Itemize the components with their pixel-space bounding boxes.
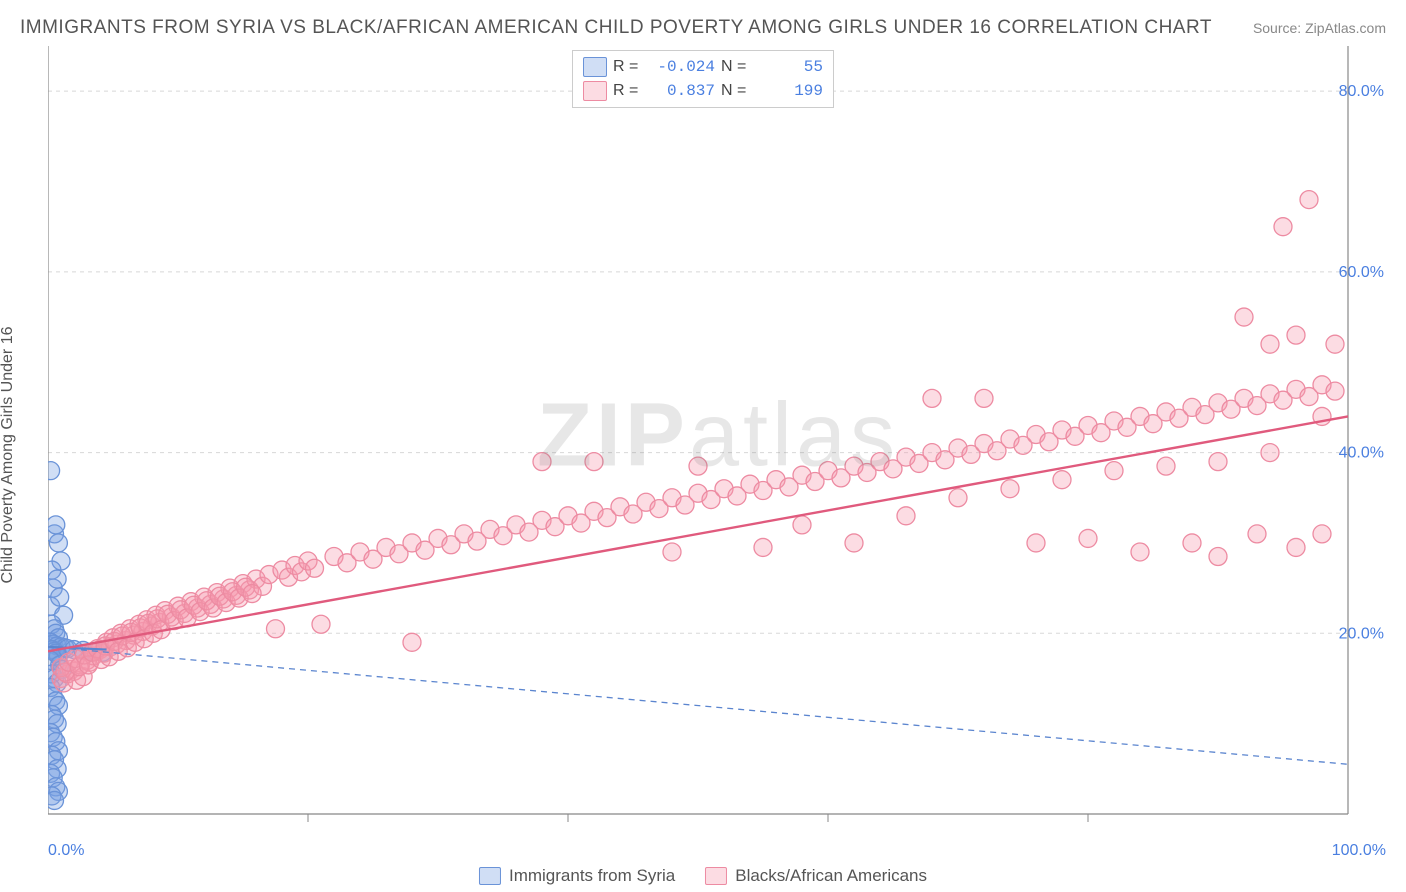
x-axis-end-label: 100.0%	[1332, 842, 1386, 860]
n-label: N =	[721, 58, 757, 76]
y-axis-label: Child Poverty Among Girls Under 16	[0, 327, 17, 584]
legend-item: Immigrants from Syria	[479, 866, 675, 886]
svg-text:40.0%: 40.0%	[1339, 445, 1384, 462]
legend-swatch-pink	[583, 81, 607, 101]
r-value: 0.837	[655, 82, 715, 100]
r-label: R =	[613, 58, 649, 76]
legend-stats: R = -0.024 N = 55 R = 0.837 N = 199	[572, 50, 834, 108]
legend-swatch-blue	[479, 867, 501, 885]
r-value: -0.024	[655, 58, 715, 76]
legend-stats-row: R = -0.024 N = 55	[583, 55, 823, 79]
n-value: 55	[763, 58, 823, 76]
legend-swatch-pink	[705, 867, 727, 885]
source-label: Source: ZipAtlas.com	[1253, 20, 1386, 36]
n-value: 199	[763, 82, 823, 100]
svg-text:60.0%: 60.0%	[1339, 264, 1384, 281]
x-axis-start-label: 0.0%	[48, 842, 84, 860]
legend-label: Blacks/African Americans	[735, 866, 927, 886]
svg-text:80.0%: 80.0%	[1339, 83, 1384, 100]
legend-swatch-blue	[583, 57, 607, 77]
scatter-chart-svg: 20.0% 40.0% 60.0% 80.0%	[48, 46, 1388, 836]
legend-item: Blacks/African Americans	[705, 866, 927, 886]
legend-series: Immigrants from Syria Blacks/African Ame…	[479, 866, 927, 886]
svg-text:20.0%: 20.0%	[1339, 625, 1384, 642]
legend-stats-row: R = 0.837 N = 199	[583, 79, 823, 103]
chart-plot-area: 20.0%40.0%60.0%80.0% ZIPatlas	[48, 46, 1388, 836]
legend-label: Immigrants from Syria	[509, 866, 675, 886]
r-label: R =	[613, 82, 649, 100]
chart-title: IMMIGRANTS FROM SYRIA VS BLACK/AFRICAN A…	[20, 17, 1253, 39]
n-label: N =	[721, 82, 757, 100]
